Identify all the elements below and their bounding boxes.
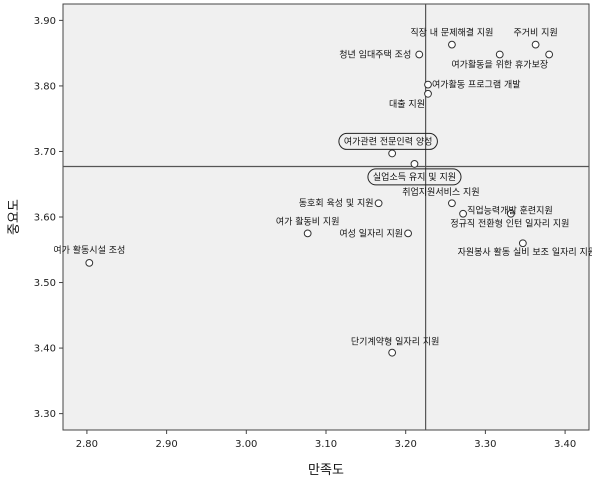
point-label-boxed: 실업소득 유지 및 지원 [373,171,456,183]
x-tick-label: 2.80 [76,439,98,450]
data-point [506,209,515,218]
data-point [303,229,312,238]
reference-lines [63,4,589,430]
y-axis-title: 중요도 [7,199,22,235]
y-tick-label: 3.30 [34,409,56,420]
data-point [448,199,456,208]
plot-area [62,3,590,431]
y-tick-label: 3.50 [34,278,56,289]
data-point [495,50,504,59]
data-point [531,40,540,49]
point-label: 직장 내 문제해결 지원 [410,28,493,39]
data-point [459,209,467,218]
point-label: 청년 임대주택 조성 [339,48,411,60]
point-label: 여가 활동시설 조성 [53,244,125,256]
y-tick-label: 3.70 [34,147,56,158]
y-axis: 3.30 3.40 3.50 3.60 3.70 3.80 3.90 [34,16,63,420]
point-label: 자원봉사 활동 실비 보조 일자리 지원 [458,246,592,258]
data-points [85,40,554,357]
x-axis: 2.80 2.90 3.00 3.10 3.20 3.30 3.40 [76,430,576,450]
y-tick-label: 3.80 [34,81,56,92]
data-point [518,239,527,248]
data-point [404,229,412,238]
point-label: 취업지원서비스 지원 [402,187,479,198]
x-tick-label: 3.10 [315,439,337,450]
point-label: 직업능력개발 훈련지원 [467,205,553,217]
y-tick-label: 3.40 [34,344,56,355]
data-point [85,258,94,267]
point-label: 여가 활동비 지원 [276,215,340,227]
x-tick-label: 3.40 [554,439,576,450]
x-tick-label: 3.30 [474,439,496,450]
point-label-boxed: 여가관련 전문인력 양성 [344,135,433,147]
data-point [545,50,554,59]
y-tick-label: 3.60 [34,213,56,224]
x-tick-label: 3.20 [395,439,417,450]
x-tick-label: 2.90 [155,439,177,450]
label-highlight-box [338,132,438,150]
data-point [410,160,419,168]
point-label: 대출 지원 [389,99,425,110]
data-point [374,199,383,208]
point-label: 주거비 지원 [513,28,557,39]
data-point [448,40,456,49]
data-point [388,348,397,357]
data-point [424,80,432,89]
point-label: 정규직 전환형 인턴 일자리 지원 [450,218,569,230]
data-point [388,149,397,158]
x-tick-label: 3.00 [235,439,257,450]
data-point [424,89,432,98]
point-label: 여성 일자리 지원 [339,227,403,239]
data-point [415,50,424,59]
point-label: 단기계약형 일자리 지원 [351,336,440,348]
point-label: 여가활동 프로그램 개발 [432,79,521,91]
point-label: 동호회 육성 및 지원 [299,197,374,209]
x-axis-title: 만족도 [308,463,344,478]
y-tick-label: 3.90 [34,16,56,27]
point-label: 여가활동을 위한 휴가보장 [451,58,548,70]
label-highlight-box [367,168,462,186]
